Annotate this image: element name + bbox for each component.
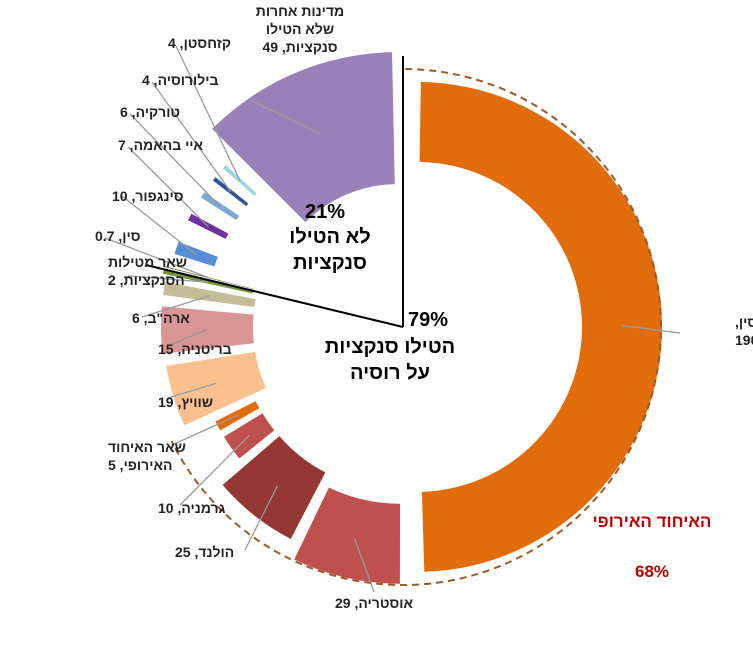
slice-label-6: בריטניה, 15 bbox=[158, 341, 232, 357]
leader-11 bbox=[127, 146, 209, 228]
slice-label-14: קזחסטן, 4 bbox=[168, 35, 231, 51]
slice-label-11: איי בהאמה, 7 bbox=[118, 137, 204, 153]
leader-5 bbox=[167, 382, 217, 399]
group-text-not: לא הטילו סנקציות bbox=[289, 226, 370, 274]
slice-label-1: אוסטריה, 29 bbox=[335, 595, 413, 611]
eu-dashed-arc bbox=[170, 68, 662, 586]
slice-label-13: בילורוסיה, 4 bbox=[142, 72, 219, 88]
slice-2 bbox=[222, 436, 326, 539]
leader-15 bbox=[249, 99, 321, 135]
slice-7 bbox=[163, 281, 256, 308]
leader-13 bbox=[151, 81, 232, 193]
leader-6 bbox=[167, 328, 208, 347]
slice-1 bbox=[294, 487, 401, 584]
slice-6 bbox=[161, 306, 254, 354]
group-percent-not: 21% bbox=[305, 201, 345, 223]
slice-label-5: שוויץ, 19 bbox=[158, 394, 213, 410]
slice-label-0: קפריסין,190 bbox=[735, 314, 753, 348]
slice-label-10: סינגפור, 10 bbox=[112, 188, 184, 204]
slice-label-8: שאר מטילות הסנקציות, 2 bbox=[108, 254, 187, 288]
leader-lines bbox=[104, 45, 681, 593]
group-percent-eu: 68% bbox=[635, 562, 669, 581]
leader-8 bbox=[127, 275, 209, 283]
group-percent-sanct: 79% bbox=[408, 309, 448, 331]
leader-14 bbox=[175, 45, 241, 182]
slice-labels: קפריסין,190 אוסטריה, 29 הולנד, 25 גרמניה, 1… bbox=[95, 3, 753, 611]
slice-label-9: סין, 0.7 bbox=[95, 228, 140, 244]
leader-12 bbox=[129, 113, 221, 207]
slice-label-7: ארה"ב, 6 bbox=[132, 310, 190, 326]
leader-0 bbox=[621, 324, 681, 334]
slice-label-2: הולנד, 25 bbox=[175, 544, 234, 560]
slice-15 bbox=[212, 52, 395, 223]
leader-7 bbox=[141, 295, 210, 318]
slice-label-4: שאר האיחוד האירופי, 5 bbox=[108, 439, 186, 473]
slice-5 bbox=[166, 351, 267, 426]
group-label-not-sanctioning: 21% לא הטילו סנקציות bbox=[289, 201, 370, 274]
leader-9 bbox=[104, 237, 210, 279]
slice-label-3: גרמניה, 10 bbox=[158, 500, 226, 516]
group-label-eu: האיחוד האירופי 68% bbox=[593, 512, 712, 581]
slice-label-12: טורקיה, 6 bbox=[120, 104, 180, 120]
leader-4 bbox=[171, 414, 238, 446]
leader-2 bbox=[244, 485, 278, 551]
leader-3 bbox=[179, 434, 251, 506]
slice-label-15: מדינות אחרות שלא הטילו סנקציות, 49 bbox=[256, 3, 344, 55]
group-text-sanct: הטילו סנקציות על רוסיה bbox=[325, 336, 455, 384]
slice-0 bbox=[419, 81, 662, 572]
divider-line-diagonal bbox=[145, 264, 404, 328]
group-text-eu: האיחוד האירופי bbox=[593, 512, 712, 531]
group-label-sanctioning: 79% הטילו סנקציות על רוסיה bbox=[325, 309, 455, 384]
leader-10 bbox=[121, 195, 197, 256]
